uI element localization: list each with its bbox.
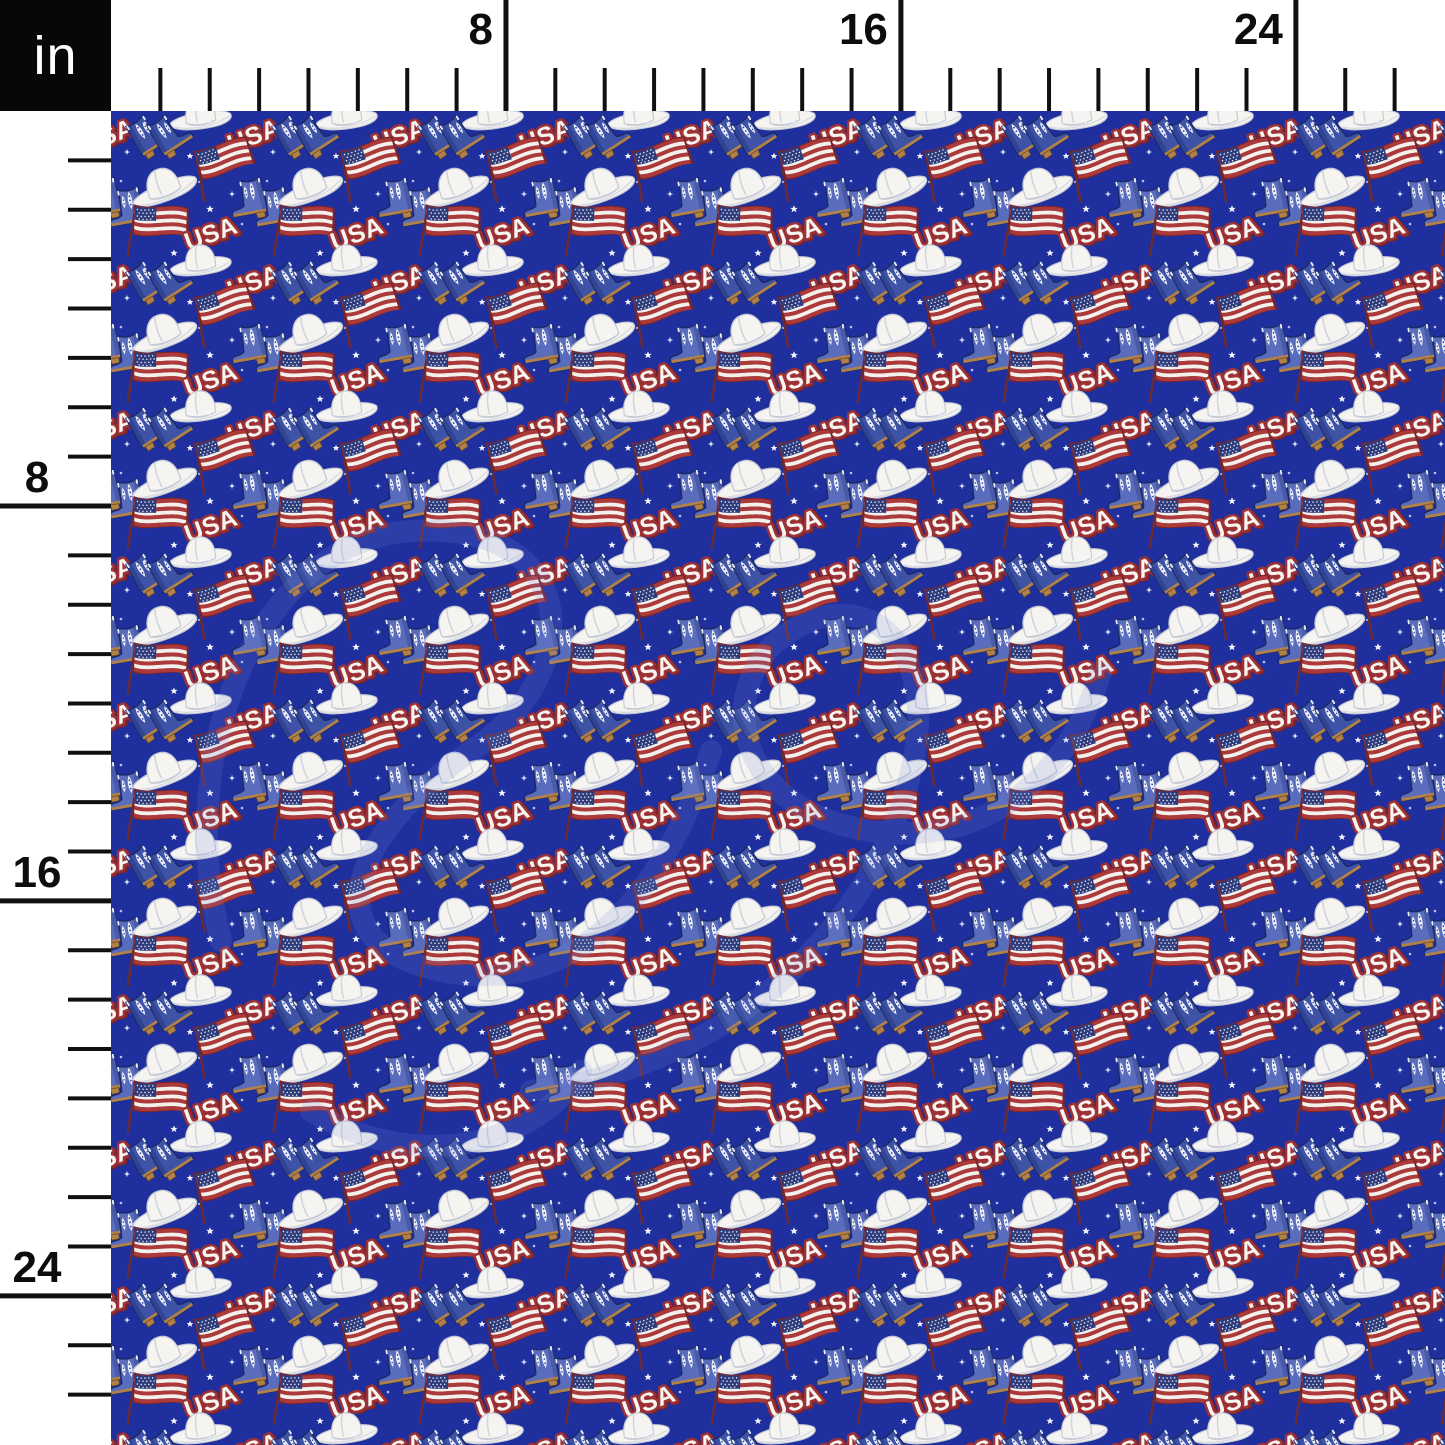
ruler-label: 16 <box>13 848 62 897</box>
ruler-label: 16 <box>839 5 888 54</box>
ruler-label: 8 <box>468 5 492 54</box>
fabric-product-image: { "ruler": { "unit_label": "in", "px_per… <box>0 0 1445 1445</box>
ruler-label: 8 <box>25 453 49 502</box>
ruler-unit-box: in <box>0 0 111 111</box>
ruler-label: 24 <box>13 1243 62 1292</box>
ruler-label: 24 <box>1234 5 1283 54</box>
fabric-swatch: USA USA <box>111 111 1445 1445</box>
ruler-unit-label: in <box>33 29 77 83</box>
left-ruler: 8 16 24 <box>0 111 111 1445</box>
top-ruler: 8 16 24 <box>111 0 1445 111</box>
